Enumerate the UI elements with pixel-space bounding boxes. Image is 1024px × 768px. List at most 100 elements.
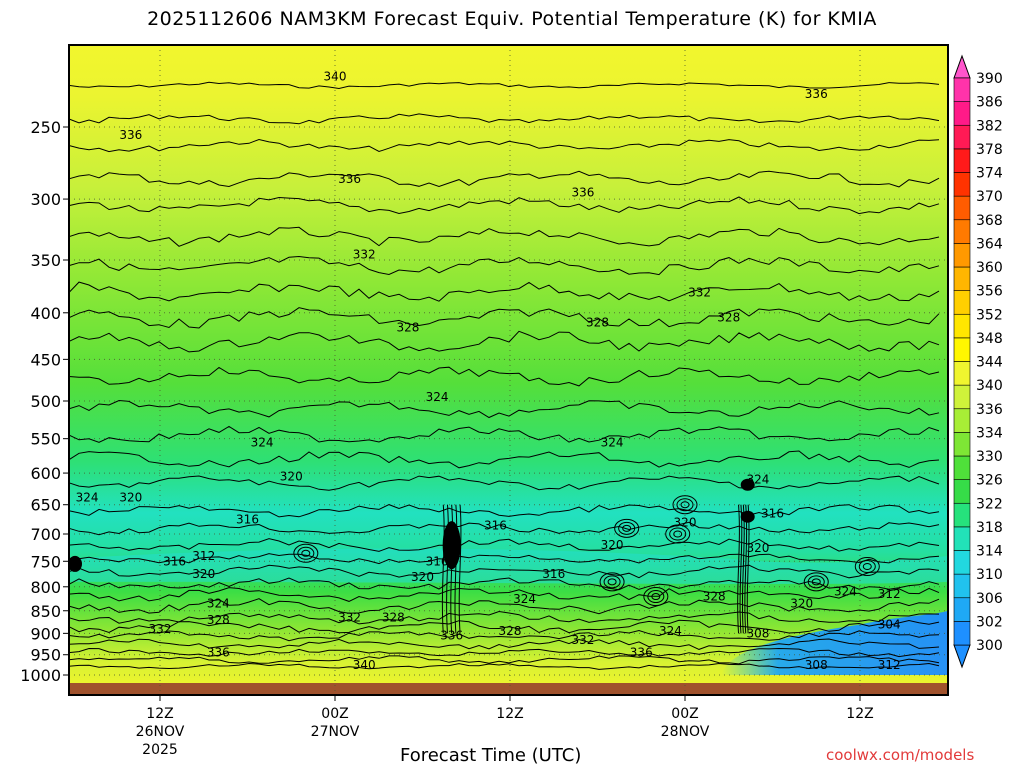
y-tick-label: 600 — [30, 464, 61, 483]
contour-label: 316 — [761, 507, 784, 521]
colorbar-label: 370 — [976, 189, 1003, 205]
contour-lines — [68, 81, 940, 670]
colorbar-label: 302 — [976, 614, 1003, 630]
contour-label: 328 — [207, 613, 230, 627]
contour-label: 324 — [659, 624, 682, 638]
colorbar-swatch — [953, 361, 971, 386]
colorbar-swatch — [953, 290, 971, 315]
dense-contour-blob — [740, 478, 755, 491]
contour-cell — [665, 524, 691, 544]
contour-label: 320 — [674, 516, 697, 530]
contour-cell — [599, 572, 625, 592]
contour-label: 312 — [878, 587, 901, 601]
contour-line — [68, 366, 940, 387]
contour-line — [68, 629, 940, 642]
contour-line — [68, 598, 940, 615]
contour-cell — [614, 518, 640, 538]
x-tick-label: 27NOV — [311, 724, 360, 740]
x-tick-label: 26NOV — [136, 724, 185, 740]
contour-cell — [862, 563, 872, 571]
contour-label: 308 — [746, 626, 769, 640]
contour-cell — [622, 524, 632, 532]
colorbar-swatch — [953, 243, 971, 268]
colorbar-swatch — [953, 597, 971, 622]
colorbar-label: 340 — [976, 378, 1003, 394]
colorbar-swatch — [953, 195, 971, 221]
field-background — [69, 45, 948, 695]
colorbar-top-arrow — [953, 54, 971, 79]
contour-label: 328 — [382, 611, 405, 625]
dense-contour-blob — [740, 510, 755, 523]
colorbar-label: 306 — [976, 591, 1003, 607]
colorbar-label: 382 — [976, 118, 1003, 134]
colorbar-swatch — [953, 337, 971, 362]
x-tick-label: 12Z — [846, 706, 873, 722]
colorbar-label: 318 — [976, 520, 1003, 536]
colorbar-label: 334 — [976, 425, 1003, 441]
contour-line — [68, 196, 940, 215]
dense-contour-blob — [442, 521, 461, 570]
contour-line — [68, 553, 940, 565]
x-tick-label: 12Z — [146, 706, 173, 722]
y-tick-label: 250 — [30, 118, 61, 137]
contour-label: 324 — [76, 490, 99, 504]
contour-line — [68, 638, 940, 650]
contour-label: 324 — [207, 597, 230, 611]
colorbar-swatch — [953, 219, 971, 244]
contour-label: 316 — [484, 518, 507, 532]
contour-label: 316 — [163, 554, 186, 568]
ground-strip — [69, 683, 948, 695]
colorbar-label: 348 — [976, 331, 1003, 347]
colorbar-label: 326 — [976, 473, 1003, 489]
y-tick-label: 850 — [30, 602, 61, 621]
contour-line — [68, 450, 940, 469]
contour-cell — [669, 527, 687, 541]
contour-cell — [293, 543, 319, 563]
contour-cell — [607, 578, 617, 586]
contour-label: 320 — [411, 570, 434, 584]
contour-label: 336 — [571, 185, 594, 199]
y-tick-label: 400 — [30, 304, 61, 323]
contour-label: 340 — [324, 69, 347, 83]
y-tick-label: 900 — [30, 624, 61, 643]
plot-frame — [68, 44, 949, 696]
contour-label: 320 — [192, 567, 215, 581]
x-tick-label: 28NOV — [661, 724, 710, 740]
contour-label: 332 — [688, 286, 711, 300]
colorbar-swatch — [953, 124, 971, 150]
colorbar-label: 344 — [976, 355, 1003, 371]
colorbar-swatch — [953, 479, 971, 504]
contour-cell — [297, 546, 315, 560]
plume-contour — [446, 504, 449, 634]
contour-label: 312 — [878, 658, 901, 672]
contour-line — [68, 425, 940, 443]
colorbar-label: 300 — [976, 638, 1003, 654]
plume-contour — [458, 504, 462, 634]
contour-label: 340 — [353, 658, 376, 672]
plume-contour — [454, 504, 458, 634]
contour-line — [68, 399, 940, 419]
contour-label: 324 — [746, 473, 769, 487]
credit-text: coolwx.com/models — [826, 746, 975, 764]
contour-cell — [651, 593, 661, 601]
colorbar-swatch — [953, 77, 971, 102]
colorbar-swatch — [953, 148, 971, 173]
contour-label: 308 — [805, 658, 828, 672]
x-tick-label: 12Z — [496, 706, 523, 722]
contour-label: 328 — [396, 320, 419, 334]
contour-label: 336 — [630, 646, 653, 660]
colorbar-swatch — [953, 408, 971, 433]
colorbar-swatch — [953, 101, 971, 126]
contour-line — [68, 475, 940, 491]
plume-contour — [441, 504, 445, 634]
contour-labels: 340 336 336 336 336 332 332 328 328 328 324 324 324 3… — [76, 69, 901, 672]
y-tick-label: 700 — [30, 525, 61, 544]
colorbar-swatch — [953, 266, 971, 291]
contour-line — [68, 655, 940, 665]
frame-border — [68, 44, 949, 696]
contour-line — [68, 504, 940, 518]
contour-line — [68, 170, 940, 188]
contour-cell — [618, 521, 636, 535]
contour-label: 328 — [586, 316, 609, 330]
contour-label: 336 — [207, 646, 230, 660]
